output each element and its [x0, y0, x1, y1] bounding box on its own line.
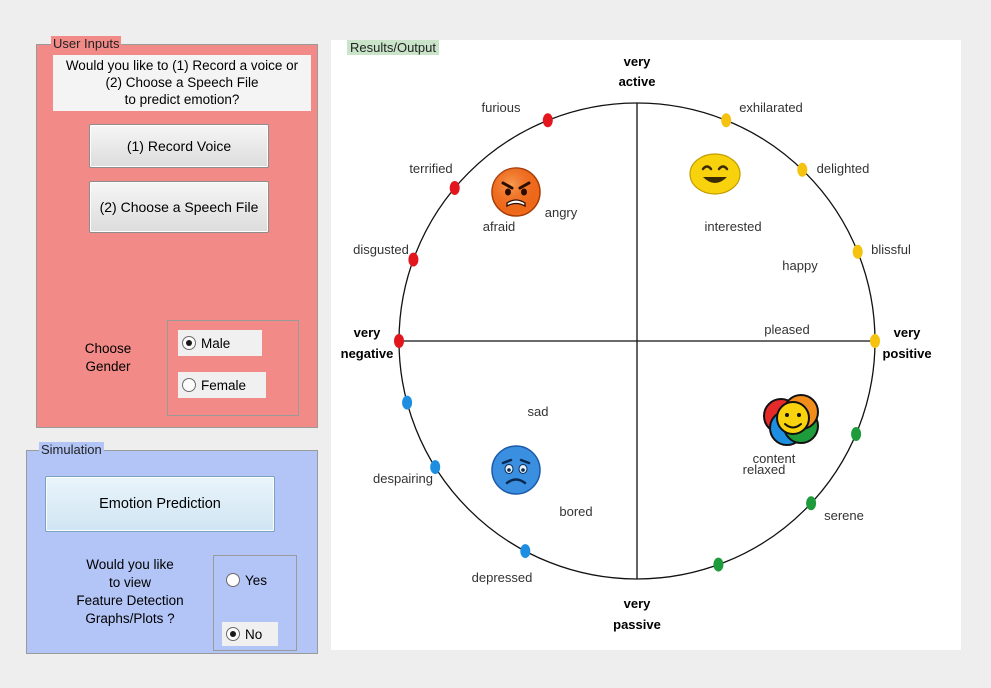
label-bored: bored	[559, 504, 592, 519]
emotion-dot-13	[870, 334, 880, 348]
emotion-dot-terrified	[449, 181, 460, 195]
input-question-line3: to predict emotion?	[124, 92, 240, 107]
emotion-dot-delighted	[797, 162, 808, 177]
gender-option-male[interactable]: Male	[178, 330, 262, 356]
input-question-line2: (2) Choose a Speech File	[105, 75, 259, 90]
emotion-dot-depressed	[520, 544, 531, 559]
plots-question-line2: to view	[108, 575, 152, 590]
emotion-prediction-button[interactable]: Emotion Prediction	[45, 476, 275, 532]
simulation-title: Simulation	[39, 442, 104, 457]
emotion-dot-12	[394, 334, 404, 348]
choose-speech-file-button[interactable]: (2) Choose a Speech File	[89, 181, 269, 233]
emotion-dot-serene	[806, 496, 817, 511]
axis-top-line2: active	[619, 74, 656, 89]
axis-bottom-line1: very	[624, 596, 652, 611]
plots-option-no[interactable]: No	[222, 622, 278, 646]
yes-label: Yes	[245, 572, 268, 588]
label-content: content	[753, 451, 796, 466]
label-disgusted: disgusted	[353, 242, 409, 257]
gender-option-female[interactable]: Female	[178, 372, 266, 398]
label-interested: interested	[704, 219, 761, 234]
results-title: Results/Output	[347, 40, 439, 55]
axis-right-line1: very	[894, 325, 922, 340]
content-face-icon	[763, 394, 819, 446]
emotion-dot-10	[851, 427, 862, 441]
label-blissful: blissful	[871, 242, 911, 257]
no-label: No	[245, 626, 263, 642]
axis-right-line2: positive	[882, 346, 931, 361]
label-despairing: despairing	[373, 471, 433, 486]
axis-bottom-line2: passive	[613, 617, 661, 632]
plots-question: Would you like to view Feature Detection…	[47, 556, 213, 628]
gender-radio-group: Male Female	[167, 320, 299, 416]
gender-label-line1: Choose	[84, 341, 132, 356]
axis-left-line2: negative	[341, 346, 394, 361]
happy-face-icon	[689, 153, 741, 195]
label-afraid: afraid	[483, 219, 516, 234]
label-depressed: depressed	[472, 570, 533, 585]
gender-label: Choose Gender	[75, 340, 141, 376]
plots-option-yes[interactable]: Yes	[222, 568, 282, 592]
label-sad: sad	[528, 404, 549, 419]
label-furious: furious	[481, 100, 521, 115]
emotion-dot-despairing	[430, 460, 441, 475]
user-inputs-panel: User Inputs Would you like to (1) Record…	[36, 36, 318, 428]
emotion-dot-11	[402, 395, 413, 410]
label-exhilarated: exhilarated	[739, 100, 803, 115]
emotion-dot-exhilarated	[721, 113, 732, 128]
female-label: Female	[201, 377, 247, 393]
label-pleased: pleased	[764, 322, 810, 337]
sad-face-icon	[491, 445, 541, 495]
plots-radio-group: Yes No	[213, 555, 297, 651]
input-question: Would you like to (1) Record a voice or …	[53, 55, 311, 111]
record-voice-button[interactable]: (1) Record Voice	[89, 124, 269, 168]
label-angry: angry	[545, 205, 578, 220]
angry-face-icon	[491, 167, 541, 217]
label-relaxed: relaxed	[743, 462, 786, 477]
axis-top-line1: very	[624, 54, 652, 69]
user-inputs-title: User Inputs	[51, 36, 122, 51]
emotion-dot-blissful	[852, 244, 863, 259]
plots-question-line4: Graphs/Plots ?	[85, 611, 175, 626]
axis-left-line1: very	[354, 325, 382, 340]
plots-question-line3: Feature Detection	[76, 593, 184, 608]
gender-label-line2: Gender	[85, 359, 131, 374]
male-radio-button[interactable]	[182, 336, 196, 350]
no-radio-button[interactable]	[226, 627, 240, 641]
emotion-dot-disgusted	[408, 252, 419, 267]
label-happy: happy	[782, 258, 818, 273]
results-panel: very active very passive very negative v…	[331, 40, 961, 650]
plots-question-line1: Would you like	[86, 557, 174, 572]
input-question-line1: Would you like to (1) Record a voice or	[65, 58, 299, 73]
emotion-dots	[394, 113, 880, 572]
emotion-circumplex: very active very passive very negative v…	[341, 54, 932, 632]
emotion-dot-furious	[542, 113, 553, 128]
label-delighted: delighted	[817, 161, 870, 176]
female-radio-button[interactable]	[182, 378, 196, 392]
yes-radio-button[interactable]	[226, 573, 240, 587]
label-terrified: terrified	[409, 161, 452, 176]
simulation-panel: Simulation Emotion Prediction Would you …	[26, 442, 318, 654]
emotion-dot-9	[713, 557, 724, 572]
label-serene: serene	[824, 508, 864, 523]
male-label: Male	[201, 335, 231, 351]
